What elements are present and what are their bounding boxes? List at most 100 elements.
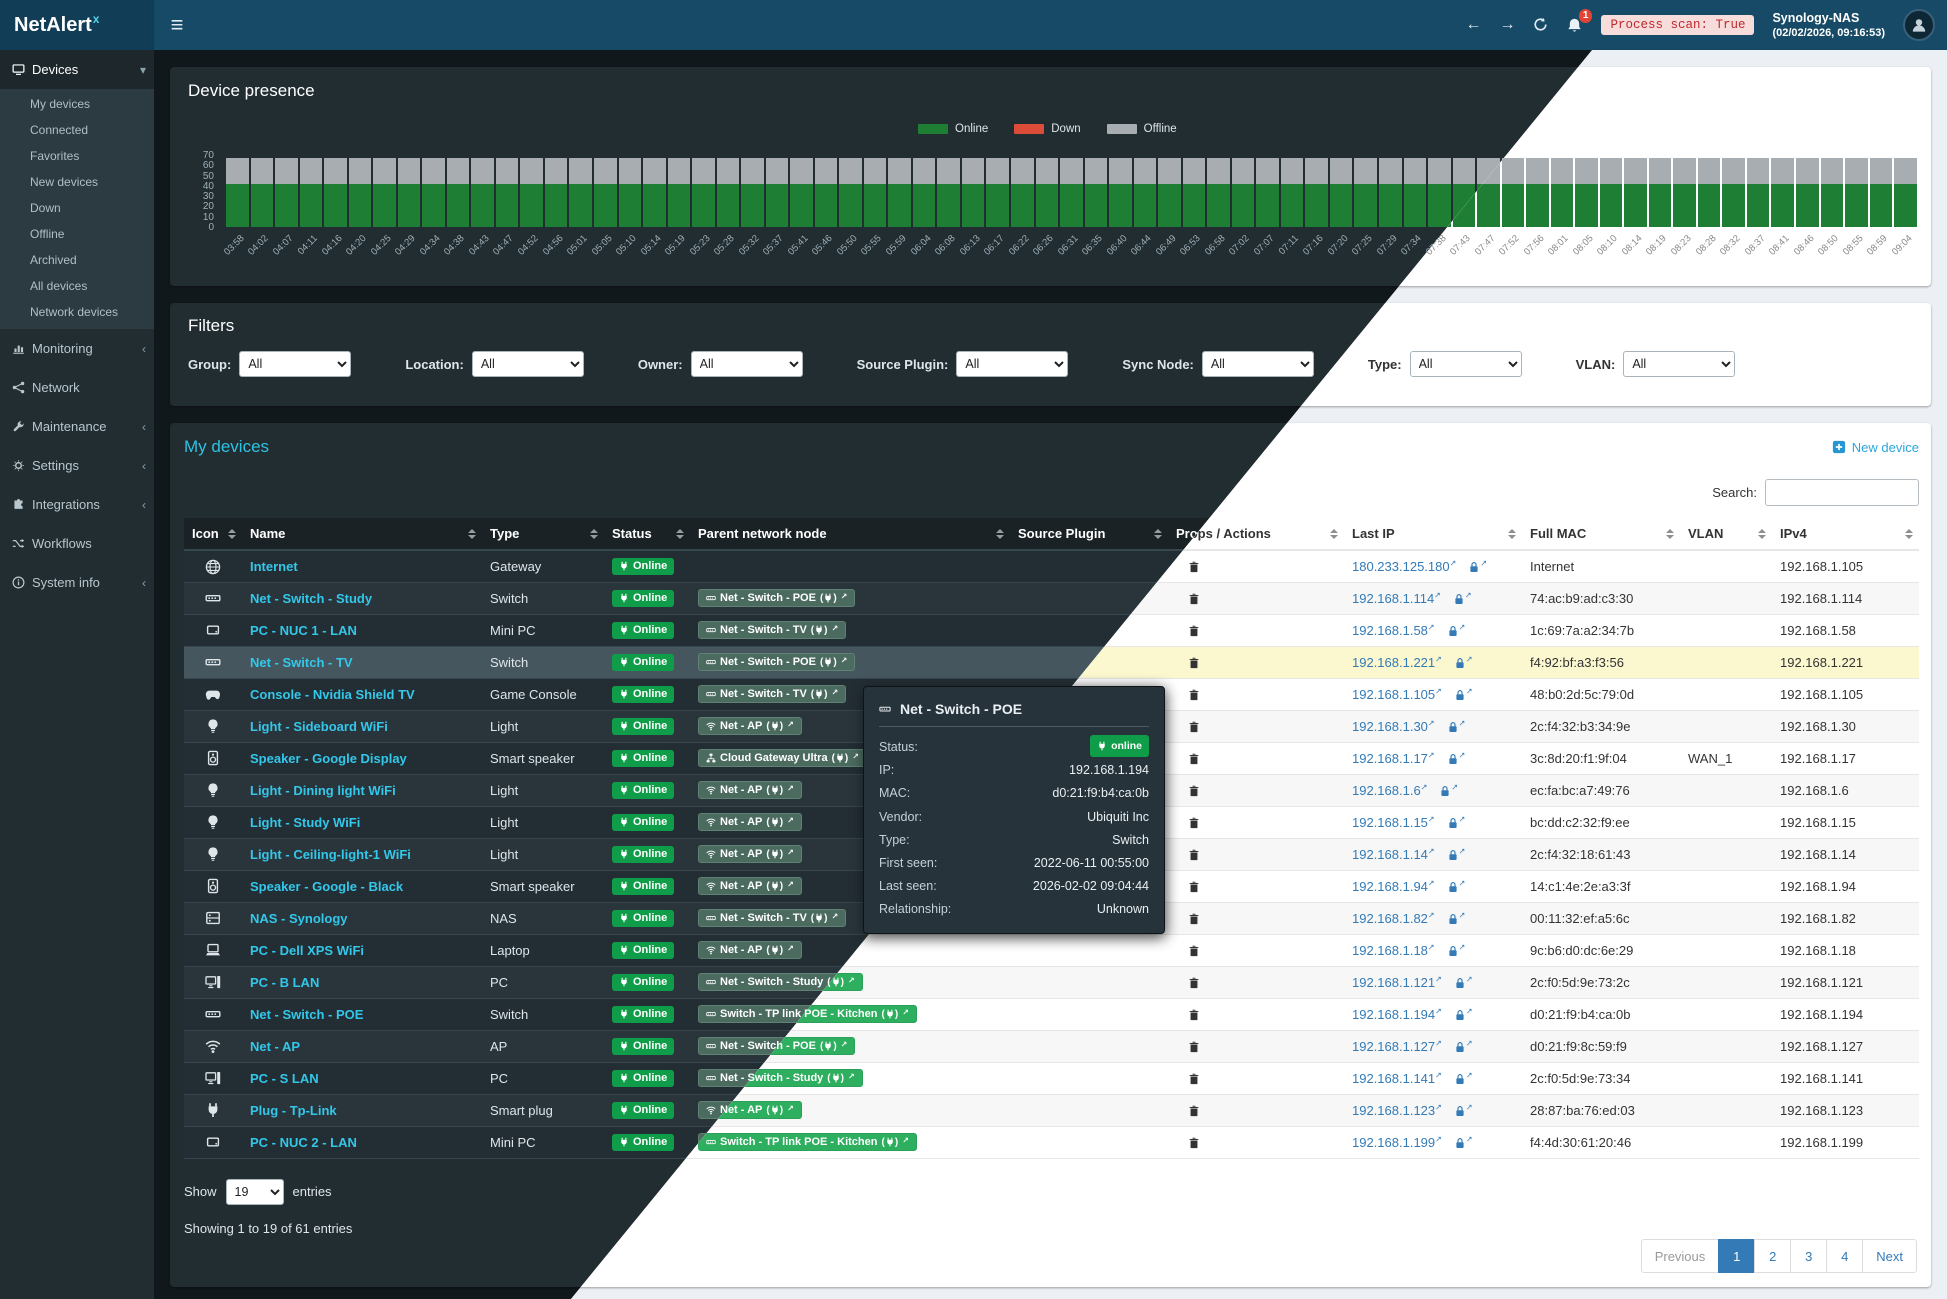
last-ip-link[interactable]: 192.168.1.199↗ [1352,1134,1442,1150]
presence-bar[interactable] [1599,155,1623,227]
presence-bar[interactable] [275,155,298,227]
delete-device-button[interactable] [1184,909,1204,928]
presence-bar[interactable] [643,155,666,227]
presence-bar[interactable] [814,155,838,227]
presence-bar[interactable] [1109,155,1132,227]
last-ip-link[interactable]: 192.168.1.121↗ [1352,974,1442,990]
next-page-button[interactable]: Next [1862,1239,1917,1273]
column-header-source-plugin[interactable]: Source Plugin [1010,518,1168,551]
last-ip-link[interactable]: 192.168.1.6↗ [1352,782,1428,798]
presence-bar[interactable] [373,155,396,227]
column-header-status[interactable]: Status [604,518,690,551]
device-name-link[interactable]: Console - Nvidia Shield TV [250,686,415,702]
process-scan-status-badge[interactable]: Process scan: True [1601,15,1755,35]
presence-bar[interactable] [863,155,887,227]
search-input[interactable] [1765,479,1919,506]
device-name-link[interactable]: Net - Switch - Study [250,590,373,606]
sidebar-item-devices[interactable]: Devices ▾ [0,50,154,89]
delete-device-button[interactable] [1184,941,1204,960]
presence-bar[interactable] [1624,155,1647,227]
delete-device-button[interactable] [1184,1101,1204,1120]
device-lock-link[interactable]: ↗ [1454,1134,1473,1150]
delete-device-button[interactable] [1184,749,1204,768]
notifications-button[interactable]: 1 [1566,8,1593,34]
column-header-ipv4[interactable]: IPv4 [1772,518,1919,551]
filter-select-owner[interactable]: All [690,351,803,377]
presence-bar[interactable] [1575,155,1598,227]
sidebar-subitem-archived[interactable]: Archived [30,253,77,267]
device-lock-link[interactable]: ↗ [1454,974,1473,990]
presence-bar[interactable] [495,155,519,227]
presence-bar[interactable] [1011,155,1034,227]
parent-node-badge[interactable]: Net - Switch - POE()↗ [698,653,856,671]
parent-node-badge[interactable]: Net - Switch - TV()↗ [698,685,847,703]
device-lock-link[interactable]: ↗ [1454,654,1473,670]
last-ip-link[interactable]: 192.168.1.82↗ [1352,910,1435,926]
last-ip-link[interactable]: 192.168.1.123↗ [1352,1102,1442,1118]
delete-device-button[interactable] [1184,685,1204,704]
presence-bar[interactable] [250,155,274,227]
delete-device-button[interactable] [1184,1037,1204,1056]
column-header-type[interactable]: Type [482,518,604,551]
device-name-link[interactable]: PC - B LAN [250,974,320,990]
column-header-vlan[interactable]: VLAN [1680,518,1772,551]
last-ip-link[interactable]: 192.168.1.127↗ [1352,1038,1442,1054]
presence-bar[interactable] [1158,155,1181,227]
parent-node-badge[interactable]: Switch - TP link POE - Kitchen()↗ [698,1133,917,1151]
presence-bar[interactable] [839,155,862,227]
presence-bar[interactable] [1697,155,1721,227]
presence-bar[interactable] [692,155,715,227]
device-lock-link[interactable]: ↗ [1447,910,1465,926]
device-name-link[interactable]: Light - Sideboard WiFi [250,718,388,734]
delete-device-button[interactable] [1184,621,1204,640]
page-button-4[interactable]: 4 [1826,1239,1864,1273]
page-length-select[interactable]: 19 [225,1178,284,1205]
last-ip-link[interactable]: 192.168.1.94↗ [1352,878,1435,894]
last-ip-link[interactable]: 180.233.125.180↗ [1352,558,1457,574]
sidebar-item-maintenance[interactable]: Maintenance ‹ [0,407,154,446]
device-lock-link[interactable]: ↗ [1447,750,1465,766]
filter-select-group[interactable]: All [239,351,352,377]
presence-bar[interactable] [1550,155,1574,227]
presence-bar[interactable] [422,155,445,227]
presence-bar[interactable] [888,155,911,227]
presence-bar[interactable] [593,155,617,227]
device-lock-link[interactable]: ↗ [1454,1006,1473,1022]
presence-bar[interactable] [1673,155,1696,227]
presence-bar[interactable] [765,155,789,227]
presence-bar[interactable] [741,155,764,227]
presence-bar[interactable] [716,155,740,227]
presence-bar[interactable] [1378,155,1402,227]
device-name-link[interactable]: Speaker - Google Display [250,750,407,766]
filter-select-sync-node[interactable]: All [1201,351,1314,377]
device-name-link[interactable]: PC - NUC 2 - LAN [250,1134,357,1150]
delete-device-button[interactable] [1184,781,1204,800]
presence-bar[interactable] [912,155,936,227]
column-header-full-mac[interactable]: Full MAC [1522,518,1680,551]
device-lock-link[interactable]: ↗ [1447,878,1465,894]
page-button-3[interactable]: 3 [1790,1239,1828,1273]
last-ip-link[interactable]: 192.168.1.58↗ [1352,622,1435,638]
delete-device-button[interactable] [1184,589,1204,608]
device-lock-link[interactable]: ↗ [1468,559,1487,574]
device-lock-link[interactable]: ↗ [1454,686,1473,702]
device-name-link[interactable]: PC - S LAN [250,1070,319,1086]
column-header-name[interactable]: Name [242,518,482,551]
parent-node-badge[interactable]: Net - Switch - POE()↗ [698,589,856,607]
parent-node-badge[interactable]: Net - AP()↗ [698,877,802,895]
presence-bar[interactable] [1231,155,1255,227]
presence-bar[interactable] [324,155,347,227]
presence-bar[interactable] [1256,155,1279,227]
presence-bar[interactable] [226,155,249,227]
parent-node-badge[interactable]: Net - Switch - TV()↗ [698,909,847,927]
sidebar-item-network[interactable]: Network [0,368,154,407]
presence-bar[interactable] [961,155,985,227]
last-ip-link[interactable]: 192.168.1.221↗ [1352,654,1442,670]
device-name-link[interactable]: Plug - Tp-Link [250,1102,337,1118]
presence-bar[interactable] [1501,155,1525,227]
parent-node-badge[interactable]: Net - AP()↗ [698,941,802,959]
presence-bar[interactable] [1207,155,1230,227]
presence-bar[interactable] [348,155,372,227]
parent-node-badge[interactable]: Cloud Gateway Ultra()↗ [698,749,867,767]
presence-bar[interactable] [1796,155,1819,227]
